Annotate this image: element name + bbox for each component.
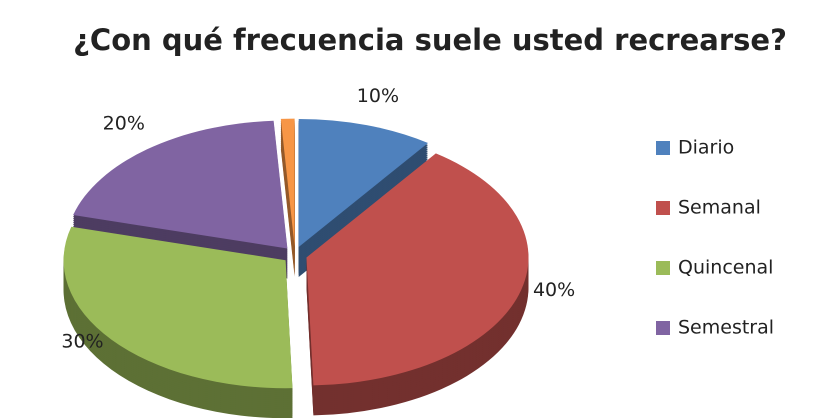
- legend-label: Quincenal: [678, 257, 773, 279]
- data-label: 30%: [61, 330, 103, 352]
- legend-swatch: [656, 201, 670, 215]
- slice: [73, 120, 288, 249]
- legend-swatch: [656, 261, 670, 275]
- data-label: 40%: [533, 279, 575, 301]
- legend-label: Diario: [678, 137, 734, 159]
- slice: [306, 153, 529, 386]
- legend-label: Semestral: [678, 317, 774, 339]
- slice: [280, 118, 295, 247]
- legend-swatch: [656, 141, 670, 155]
- legend-label: Semanal: [678, 197, 761, 219]
- legend-swatch: [656, 321, 670, 335]
- data-label: 20%: [103, 112, 145, 134]
- slice: [298, 119, 429, 248]
- data-label: 10%: [357, 85, 399, 107]
- slice: [63, 226, 293, 389]
- chart-title: ¿Con qué frecuencia suele usted recrears…: [73, 23, 787, 57]
